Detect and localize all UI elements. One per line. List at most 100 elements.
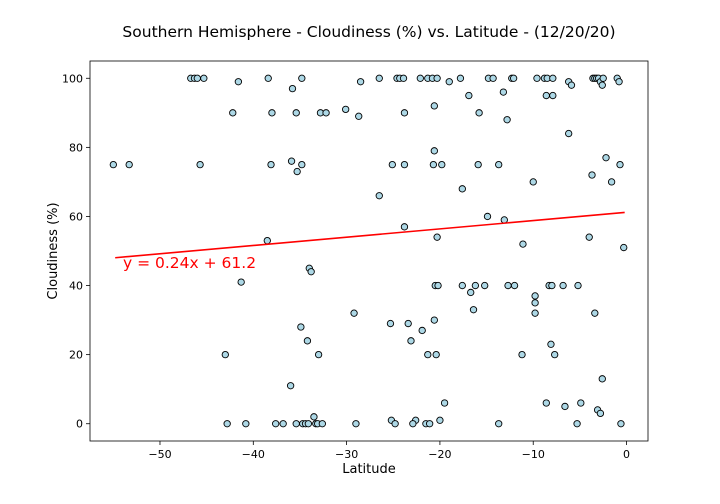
data-point [617, 420, 625, 428]
x-tick-label: −20 [428, 448, 451, 461]
data-point [474, 160, 482, 169]
data-point [436, 416, 444, 424]
data-point [298, 74, 306, 82]
data-point [404, 319, 412, 328]
data-point [495, 420, 503, 428]
data-point [234, 78, 243, 86]
data-point [433, 74, 441, 82]
data-point [615, 78, 623, 86]
data-point [279, 420, 287, 428]
data-point [500, 216, 508, 224]
x-tick-label: −40 [242, 448, 265, 461]
data-point [418, 326, 426, 335]
data-point [429, 160, 438, 169]
data-point [318, 420, 326, 428]
data-point [263, 236, 271, 245]
data-point [342, 105, 350, 114]
y-tick-label: 100 [62, 72, 83, 85]
regression-equation: y = 0.24x + 61.2 [123, 254, 256, 272]
data-point [356, 78, 365, 86]
data-point [531, 299, 539, 307]
data-point [407, 337, 415, 345]
data-point [223, 420, 231, 428]
data-point [531, 292, 539, 300]
data-point [196, 160, 204, 169]
data-point [574, 281, 582, 290]
data-point [314, 350, 323, 359]
data-point [596, 409, 605, 418]
data-point [375, 74, 383, 82]
data-point [430, 316, 438, 324]
data-point [509, 74, 518, 82]
data-point [607, 178, 616, 186]
data-point [303, 337, 312, 345]
data-point [585, 233, 593, 241]
data-point [416, 74, 424, 82]
data-point [602, 154, 610, 162]
x-tick-label: −50 [148, 448, 171, 461]
data-point [193, 74, 201, 82]
data-point [268, 109, 276, 117]
data-point [229, 109, 237, 117]
data-point [434, 281, 442, 290]
data-point [559, 281, 567, 290]
data-point [272, 420, 280, 428]
data-point [293, 167, 301, 176]
x-axis-label: Latitude [342, 462, 396, 477]
data-points [109, 74, 628, 428]
data-point [481, 281, 489, 290]
data-point [221, 350, 229, 359]
data-point [542, 399, 550, 407]
data-point [267, 160, 275, 169]
data-point [352, 420, 360, 428]
x-axis-ticks: −50 −40 −30 −20 −10 0 [148, 441, 630, 461]
data-point [109, 160, 117, 169]
data-point [432, 350, 440, 359]
data-point [510, 281, 519, 290]
data-point [237, 278, 245, 286]
data-point [292, 109, 300, 117]
data-point [298, 160, 306, 169]
regression-line [115, 211, 625, 259]
data-point [304, 420, 312, 428]
data-point [547, 340, 555, 348]
y-tick-label: 60 [69, 210, 83, 223]
data-point [565, 129, 573, 138]
data-point [288, 84, 297, 93]
x-tick-label: 0 [623, 448, 630, 461]
data-point [467, 288, 475, 297]
data-point [471, 281, 480, 290]
data-point [504, 281, 512, 290]
data-point [426, 420, 434, 428]
data-point [350, 309, 358, 317]
data-point [424, 350, 432, 359]
data-point [386, 319, 395, 328]
data-point [310, 413, 318, 421]
data-point [430, 102, 438, 110]
data-point [598, 81, 606, 89]
data-point [355, 112, 363, 120]
regression-layer [115, 211, 625, 259]
data-point [598, 375, 606, 383]
data-point [200, 74, 208, 82]
data-point [287, 157, 296, 165]
data-point [400, 223, 409, 231]
plot-frame [89, 60, 649, 442]
data-point [292, 420, 300, 428]
data-point [469, 306, 478, 314]
data-point [264, 74, 272, 82]
data-point [307, 268, 315, 276]
data-point [567, 81, 576, 89]
data-point [542, 91, 550, 100]
data-point [620, 243, 628, 252]
data-point [125, 160, 133, 169]
data-point [456, 74, 465, 82]
data-point [430, 147, 438, 155]
data-point [518, 350, 526, 359]
y-axis-label: Cloudiness (%) [46, 202, 61, 299]
data-point [409, 420, 417, 428]
data-point [499, 88, 508, 96]
data-point [519, 240, 527, 248]
y-tick-label: 20 [69, 349, 83, 362]
data-point [286, 382, 295, 390]
